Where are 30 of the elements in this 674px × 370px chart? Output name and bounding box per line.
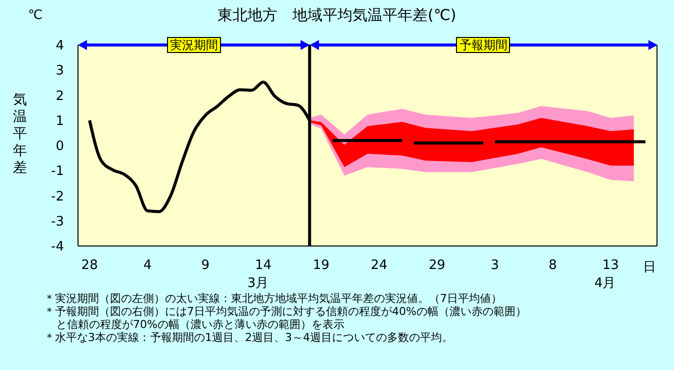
x-tick-label: 8 xyxy=(548,258,557,274)
x-axis-title: 日 xyxy=(643,259,656,276)
text: 3月 xyxy=(247,275,269,292)
y-tick-label: -3 xyxy=(51,214,64,230)
x-tick-label: 13 xyxy=(602,258,619,274)
chart-title: 東北地方 地域平均気温平年差(℃) xyxy=(218,6,456,24)
x-tick-label: 19 xyxy=(312,258,330,274)
x-tick-label: 14 xyxy=(255,258,272,274)
y-tick-label: 4 xyxy=(56,38,64,54)
y-tick-label: -2 xyxy=(51,189,64,204)
x-tick-label: 28 xyxy=(81,258,98,274)
y-tick-label: 0 xyxy=(56,139,64,154)
y-tick-label: 2 xyxy=(56,88,64,104)
text: 4月 xyxy=(594,275,616,292)
text: ℃ xyxy=(28,8,43,23)
annotation: 実況期間 xyxy=(166,37,221,53)
text: ＊予報期間（図の右側）には7日平均気温の予測に対する信頼の程度が40%の幅（濃い赤の範囲）と信頼の程度が70%の幅（濃い赤と薄い赤の範囲）を表示 xyxy=(44,305,528,331)
annotation: 予報期間 xyxy=(456,37,510,53)
text: ＊水平な3本の実線：予報期間の1週目、2週目、3～4週目についての多数の平均。 xyxy=(44,331,454,344)
y-tick-label: -1 xyxy=(51,164,64,180)
text: ＊実況期間（図の左側）の太い実線：東北地方地域平均気温平年差の実況値。（7日平均値） xyxy=(44,292,503,305)
y-tick-label: 1 xyxy=(56,114,64,129)
y-axis-title: 気温平年差 xyxy=(12,92,28,177)
x-tick-label: 3 xyxy=(490,258,500,274)
x-tick-label: 4 xyxy=(143,258,152,274)
x-tick-label: 9 xyxy=(201,258,210,274)
x-tick-label: 29 xyxy=(428,258,446,274)
y-tick-label: -4 xyxy=(51,240,64,255)
x-tick-label: 24 xyxy=(370,258,388,274)
y-tick-label: 3 xyxy=(56,64,64,79)
